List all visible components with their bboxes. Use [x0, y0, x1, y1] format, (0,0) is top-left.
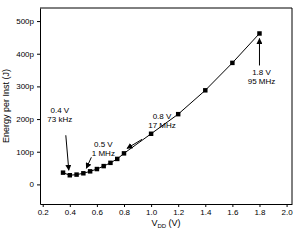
- annotation-arrow: [127, 139, 142, 148]
- annotation-line: 0.4 V: [50, 106, 69, 115]
- x-tick-mark: [232, 204, 233, 207]
- data-point: [149, 132, 153, 136]
- data-point: [101, 164, 105, 168]
- x-tick: 0.2: [38, 204, 50, 217]
- x-tick-label: 1.6: [227, 208, 239, 217]
- y-axis-line: [40, 9, 41, 205]
- y-tick: 400p: [16, 50, 40, 59]
- annotation-line: 17 MHz: [148, 121, 176, 130]
- x-tick-label: 1.4: [200, 208, 212, 217]
- y-tick: 0: [30, 180, 40, 189]
- x-tick-mark: [97, 204, 98, 207]
- x-tick: 0.6: [92, 204, 104, 217]
- x-tick: 0.4: [65, 204, 77, 217]
- x-tick-label: 1.8: [254, 208, 266, 217]
- x-tick-label: 1.0: [146, 208, 158, 217]
- data-point: [61, 170, 65, 174]
- annotation-line: 1 MHz: [92, 149, 115, 158]
- y-tick-mark: [37, 21, 40, 22]
- x-tick: 1.8: [254, 204, 266, 217]
- annotation-line: 1.8 V: [252, 68, 271, 77]
- annotation-line: 0.8 V: [153, 112, 172, 121]
- frame-right: [292, 8, 293, 204]
- y-tick: 300p: [16, 82, 40, 91]
- annotation-arrow: [259, 38, 260, 65]
- data-point: [88, 169, 92, 173]
- x-tick-mark: [205, 204, 206, 207]
- data-point: [122, 151, 126, 155]
- x-axis: 0.2 0.4 0.6 0.8 1.0 1.2 1.4 1.6 1.8 2.0: [38, 204, 294, 217]
- frame-top: [40, 8, 292, 9]
- x-tick: 1.6: [227, 204, 239, 217]
- data-point: [108, 161, 112, 165]
- x-tick: 0.8: [119, 204, 131, 217]
- annotation: 0.8 V17 MHz: [148, 112, 176, 130]
- y-axis-title: Energy per Inst (J): [1, 69, 11, 143]
- annotations: 0.4 V73 kHz 0.5 V1 MHz 0.8 V17 MHz 1.8 V95 …: [47, 38, 275, 170]
- x-tick-label: 2.0: [282, 208, 294, 217]
- x-axis-line: [41, 204, 293, 205]
- x-tick-mark: [259, 204, 260, 207]
- x-tick: 1.2: [173, 204, 185, 217]
- annotation: 1.8 V95 MHz: [248, 68, 276, 86]
- x-axis-title: VDD (V): [151, 218, 180, 229]
- x-tick: 2.0: [282, 204, 294, 217]
- x-tick-mark: [43, 204, 44, 207]
- y-tick-label: 200p: [16, 115, 34, 124]
- y-tick: 200p: [16, 115, 40, 124]
- annotation-line: 73 kHz: [47, 115, 72, 124]
- annotation-arrow: [86, 157, 91, 168]
- x-tick-mark: [178, 204, 179, 207]
- annotation-line: 95 MHz: [248, 77, 276, 86]
- data-line: [63, 33, 259, 175]
- y-tick-mark: [37, 152, 40, 153]
- x-tick-label: 0.4: [65, 208, 77, 217]
- x-tick-label: 1.2: [173, 208, 185, 217]
- data-point: [203, 88, 207, 92]
- y-tick-mark: [37, 86, 40, 87]
- plot: 0.2 0.4 0.6 0.8 1.0 1.2 1.4 1.6 1.8 2.0 0 100p 200p 3…: [16, 8, 293, 217]
- y-tick-label: 0: [30, 180, 35, 189]
- data-point: [176, 112, 180, 116]
- data-point: [115, 157, 119, 161]
- x-tick-mark: [151, 204, 152, 207]
- y-tick: 500p: [16, 17, 40, 26]
- y-tick-mark: [37, 54, 40, 55]
- annotation-arrow: [66, 135, 69, 170]
- y-tick-mark: [37, 119, 40, 120]
- data-point: [95, 167, 99, 171]
- y-tick-label: 400p: [16, 50, 34, 59]
- x-tick-label: 0.6: [92, 208, 104, 217]
- x-axis-title-part: (V): [166, 218, 181, 228]
- y-tick: 100p: [16, 148, 40, 157]
- x-tick: 1.0: [146, 204, 158, 217]
- y-tick-mark: [37, 184, 40, 185]
- data-point: [68, 173, 72, 177]
- x-tick-mark: [124, 204, 125, 207]
- y-tick-label: 300p: [16, 82, 34, 91]
- annotation: 0.5 V1 MHz: [92, 140, 115, 158]
- data-area: [61, 31, 262, 177]
- annotation: 0.4 V73 kHz: [47, 106, 72, 124]
- x-tick-mark: [70, 204, 71, 207]
- data-point: [230, 61, 234, 65]
- x-tick-label: 0.8: [119, 208, 131, 217]
- data-point: [81, 171, 85, 175]
- y-axis: 0 100p 200p 300p 400p 500p: [16, 9, 40, 205]
- x-tick-mark: [287, 204, 288, 207]
- y-tick-label: 500p: [16, 17, 34, 26]
- x-tick: 1.4: [200, 204, 212, 217]
- y-tick-label: 100p: [16, 148, 34, 157]
- data-point: [74, 172, 78, 176]
- data-point: [257, 31, 261, 35]
- x-tick-label: 0.2: [38, 208, 50, 217]
- annotation-line: 0.5 V: [94, 140, 113, 149]
- chart: 0.2 0.4 0.6 0.8 1.0 1.2 1.4 1.6 1.8 2.0 0 100p 200p 3…: [0, 0, 300, 229]
